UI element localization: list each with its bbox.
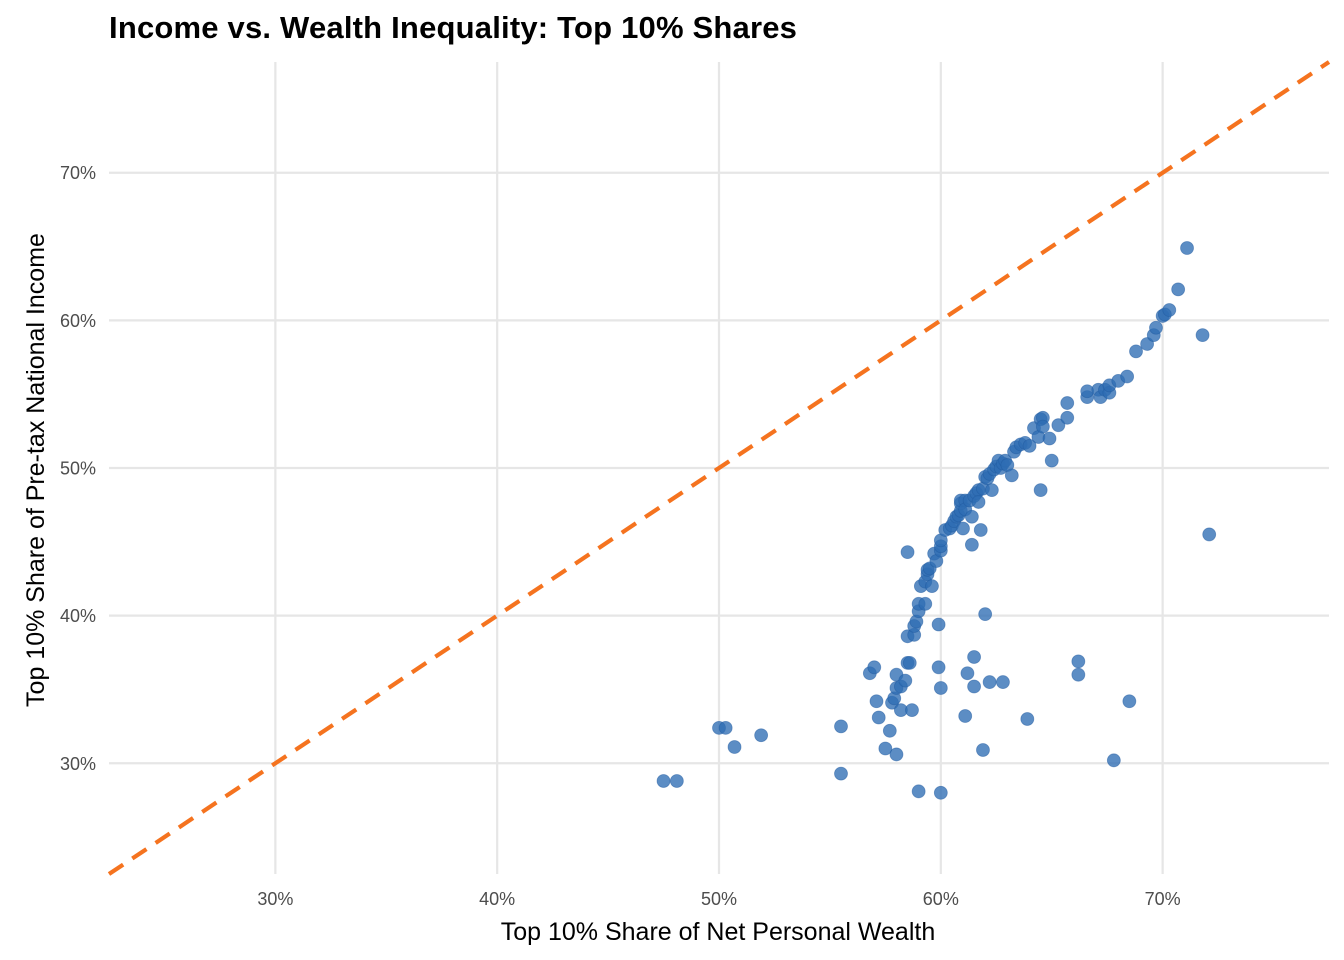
- x-tick-label: 50%: [701, 889, 737, 909]
- data-point: [967, 679, 981, 694]
- y-tick-label: 40%: [60, 606, 96, 626]
- data-point: [971, 495, 986, 509]
- data-point: [1033, 483, 1048, 498]
- data-point: [834, 719, 848, 734]
- reference-line: [107, 60, 1331, 876]
- data-point: [958, 709, 973, 723]
- data-point: [1004, 468, 1019, 483]
- data-point: [727, 740, 742, 754]
- data-point: [1106, 753, 1121, 768]
- data-point: [669, 774, 684, 788]
- data-point: [918, 596, 933, 611]
- data-point: [869, 694, 884, 709]
- data-point: [1149, 320, 1163, 335]
- data-point: [718, 720, 733, 735]
- y-axis-title: Top 10% Share of Pre-tax National Income: [22, 233, 50, 707]
- data-point: [1171, 282, 1186, 297]
- x-tick-label: 30%: [257, 889, 293, 909]
- data-point: [900, 545, 915, 560]
- data-points: [656, 241, 1217, 800]
- data-point: [973, 523, 988, 537]
- y-tick-label: 60%: [60, 311, 96, 331]
- y-axis-ticks: 30% 40% 50% 60% 70%: [60, 163, 96, 774]
- data-point: [996, 675, 1010, 689]
- data-point: [902, 655, 917, 670]
- data-point: [1129, 344, 1143, 359]
- y-tick-label: 50%: [60, 459, 96, 479]
- data-point: [1042, 431, 1057, 446]
- reference-line-layer: [107, 60, 1331, 876]
- data-point: [964, 509, 979, 524]
- x-tick-label: 60%: [923, 889, 959, 909]
- data-point: [960, 666, 975, 681]
- data-point: [889, 747, 904, 762]
- data-point: [976, 743, 990, 757]
- x-tick-label: 40%: [479, 889, 515, 909]
- data-point: [898, 673, 913, 688]
- data-point: [1051, 418, 1066, 433]
- data-point: [933, 785, 948, 800]
- data-point: [931, 617, 946, 632]
- chart-title: Income vs. Wealth Inequality: Top 10% Sh…: [109, 10, 798, 45]
- data-point: [1035, 419, 1050, 434]
- data-point: [878, 741, 893, 756]
- data-point: [964, 537, 979, 552]
- data-point: [656, 774, 671, 788]
- x-axis-title: Top 10% Share of Net Personal Wealth: [501, 918, 936, 946]
- data-point: [978, 607, 993, 622]
- data-point: [754, 728, 769, 743]
- data-point: [834, 766, 848, 781]
- data-point: [1044, 453, 1059, 468]
- data-point: [1180, 241, 1194, 255]
- data-point: [1122, 694, 1137, 709]
- data-point: [871, 710, 886, 725]
- data-point: [1022, 438, 1037, 453]
- data-point: [931, 660, 946, 675]
- data-point: [982, 675, 997, 689]
- x-axis-ticks: 30% 40% 50% 60% 70%: [257, 889, 1180, 909]
- data-point: [933, 681, 948, 695]
- data-point: [1202, 527, 1217, 542]
- x-tick-label: 70%: [1145, 889, 1181, 909]
- data-point: [867, 660, 882, 675]
- data-point: [1071, 667, 1086, 682]
- data-point: [984, 483, 999, 498]
- data-point: [1195, 328, 1210, 343]
- data-point: [882, 723, 897, 738]
- y-tick-label: 70%: [60, 163, 96, 183]
- data-point: [911, 784, 926, 799]
- data-point: [925, 579, 939, 594]
- data-point: [1060, 396, 1075, 410]
- data-point: [967, 650, 981, 664]
- data-point: [1071, 654, 1086, 669]
- data-point: [1060, 410, 1075, 425]
- data-point: [956, 521, 970, 536]
- data-point: [1120, 369, 1135, 384]
- data-point: [1162, 303, 1177, 317]
- data-point: [905, 703, 919, 718]
- y-tick-label: 30%: [60, 754, 96, 774]
- data-point: [1020, 712, 1035, 726]
